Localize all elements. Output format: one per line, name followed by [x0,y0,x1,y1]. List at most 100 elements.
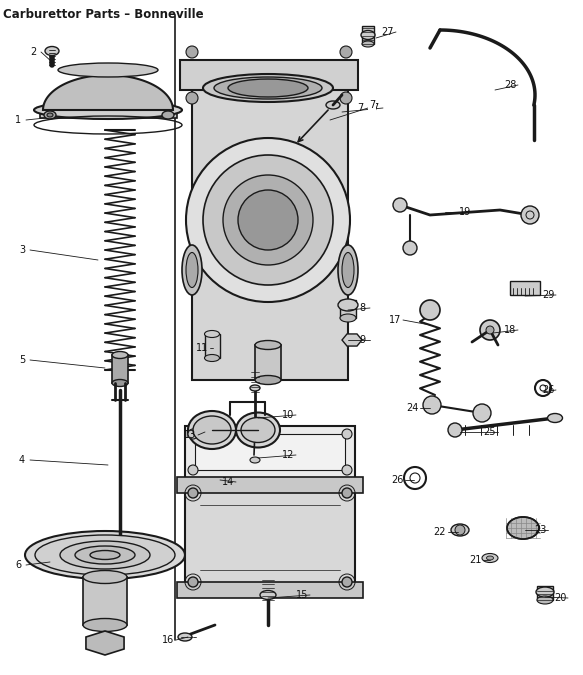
Ellipse shape [44,111,56,119]
Bar [185,485,355,590]
Bar [510,281,540,295]
Ellipse shape [47,113,53,117]
Ellipse shape [203,74,333,102]
Bar [177,477,363,493]
Ellipse shape [45,47,59,55]
Text: 13: 13 [184,430,196,440]
Text: 8: 8 [359,303,365,313]
Text: 19: 19 [459,207,471,217]
Polygon shape [43,75,173,110]
Circle shape [420,300,440,320]
Text: 7: 7 [357,103,363,113]
Ellipse shape [241,418,275,443]
Bar [185,426,355,478]
Text: 24: 24 [406,403,418,413]
Bar [340,300,356,318]
Bar [255,345,281,380]
Bar [537,586,553,600]
Bar [362,26,374,44]
Text: 25: 25 [484,427,496,437]
Text: 20: 20 [554,593,566,603]
Text: 2: 2 [30,47,36,57]
Circle shape [480,320,500,340]
Circle shape [340,46,352,58]
Ellipse shape [112,379,128,387]
Circle shape [423,396,441,414]
Text: 29: 29 [542,290,554,300]
Ellipse shape [188,411,236,449]
Text: 16: 16 [162,635,174,645]
Circle shape [188,429,198,439]
Ellipse shape [537,596,553,604]
Ellipse shape [90,551,120,560]
Circle shape [238,190,298,250]
Ellipse shape [255,340,281,350]
Ellipse shape [342,252,354,288]
Ellipse shape [178,633,192,641]
Text: 11: 11 [196,343,208,353]
Ellipse shape [186,252,198,288]
Ellipse shape [75,546,135,564]
Ellipse shape [547,414,563,423]
Polygon shape [40,112,177,118]
Ellipse shape [340,314,356,322]
Text: 12: 12 [282,450,294,460]
Circle shape [342,488,352,498]
Text: 18: 18 [504,325,516,335]
Text: 10: 10 [282,410,294,420]
Bar [195,434,345,470]
Ellipse shape [236,412,280,448]
Text: 23: 23 [534,525,546,535]
Text: Carburettor Parts – Bonneville: Carburettor Parts – Bonneville [3,8,203,21]
Ellipse shape [260,591,276,599]
Text: 17: 17 [389,315,401,325]
Ellipse shape [250,385,260,391]
Circle shape [342,577,352,587]
Polygon shape [180,60,358,90]
Ellipse shape [507,517,539,539]
Text: 21: 21 [469,555,481,565]
Text: 28: 28 [504,80,516,90]
Ellipse shape [451,524,469,536]
Ellipse shape [205,331,220,338]
Ellipse shape [25,531,185,579]
Ellipse shape [182,245,202,295]
Text: 26: 26 [391,475,403,485]
Circle shape [403,241,417,255]
Text: 14: 14 [222,477,234,487]
Circle shape [521,206,539,224]
Text: 26: 26 [542,385,554,395]
Circle shape [188,577,198,587]
Ellipse shape [193,416,231,444]
Circle shape [342,429,352,439]
Ellipse shape [362,41,374,47]
Text: 7: 7 [372,103,378,113]
Circle shape [455,525,465,535]
Text: 27: 27 [382,27,394,37]
Text: 5: 5 [19,355,25,365]
Text: 7: 7 [369,100,375,110]
Ellipse shape [250,457,260,463]
Ellipse shape [58,63,158,77]
Ellipse shape [482,554,498,562]
Text: 15: 15 [296,590,308,600]
Polygon shape [342,334,362,346]
Circle shape [393,198,407,212]
Ellipse shape [162,111,174,119]
Ellipse shape [486,556,493,560]
Circle shape [223,175,313,265]
Circle shape [340,92,352,104]
Circle shape [448,423,462,437]
Ellipse shape [338,299,358,311]
Polygon shape [86,631,124,655]
Circle shape [188,465,198,475]
Ellipse shape [83,570,127,583]
Text: 6: 6 [15,560,21,570]
Text: 1: 1 [15,115,21,125]
Ellipse shape [205,354,220,362]
Circle shape [186,92,198,104]
Circle shape [486,326,494,334]
Circle shape [188,488,198,498]
Ellipse shape [255,375,281,385]
Text: 4: 4 [19,455,25,465]
